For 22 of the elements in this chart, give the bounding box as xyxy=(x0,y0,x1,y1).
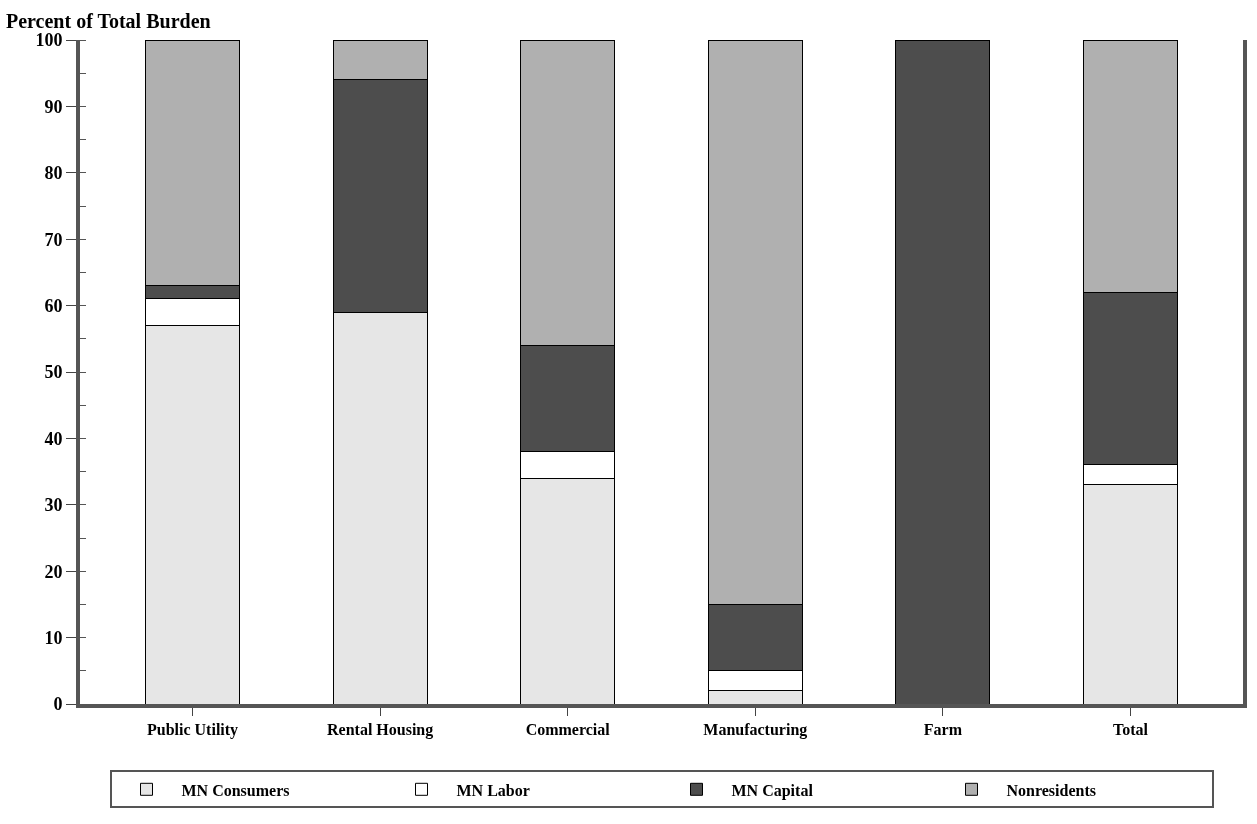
y-axis-title: Percent of Total Burden xyxy=(6,10,211,32)
y-tick-label: 0 xyxy=(53,694,63,715)
x-tick-label: Manufacturing xyxy=(703,721,808,740)
y-tick-label: 70 xyxy=(44,229,63,250)
x-tick-label: Commercial xyxy=(525,721,611,739)
x-tick-label: Public Utility xyxy=(147,721,239,740)
y-tick-label: 10 xyxy=(44,627,63,648)
x-tick-label: Farm xyxy=(923,721,963,739)
y-tick-label: 30 xyxy=(44,495,63,516)
y-tick-label: 40 xyxy=(44,428,63,449)
legend-label: MN Labor xyxy=(456,781,530,799)
y-tick-label: 100 xyxy=(35,30,63,51)
y-tick-label: 20 xyxy=(44,561,63,582)
legend-label: MN Consumers xyxy=(181,781,290,799)
legend-label: Nonresidents xyxy=(1006,781,1096,799)
y-tick-label: 50 xyxy=(44,362,63,383)
x-tick-label: Total xyxy=(1112,721,1149,739)
y-tick-label: 60 xyxy=(44,295,63,316)
legend-label: MN Capital xyxy=(731,781,814,800)
y-tick-label: 80 xyxy=(44,163,63,184)
y-tick-label: 90 xyxy=(44,96,63,117)
x-tick-label: Rental Housing xyxy=(327,721,434,740)
